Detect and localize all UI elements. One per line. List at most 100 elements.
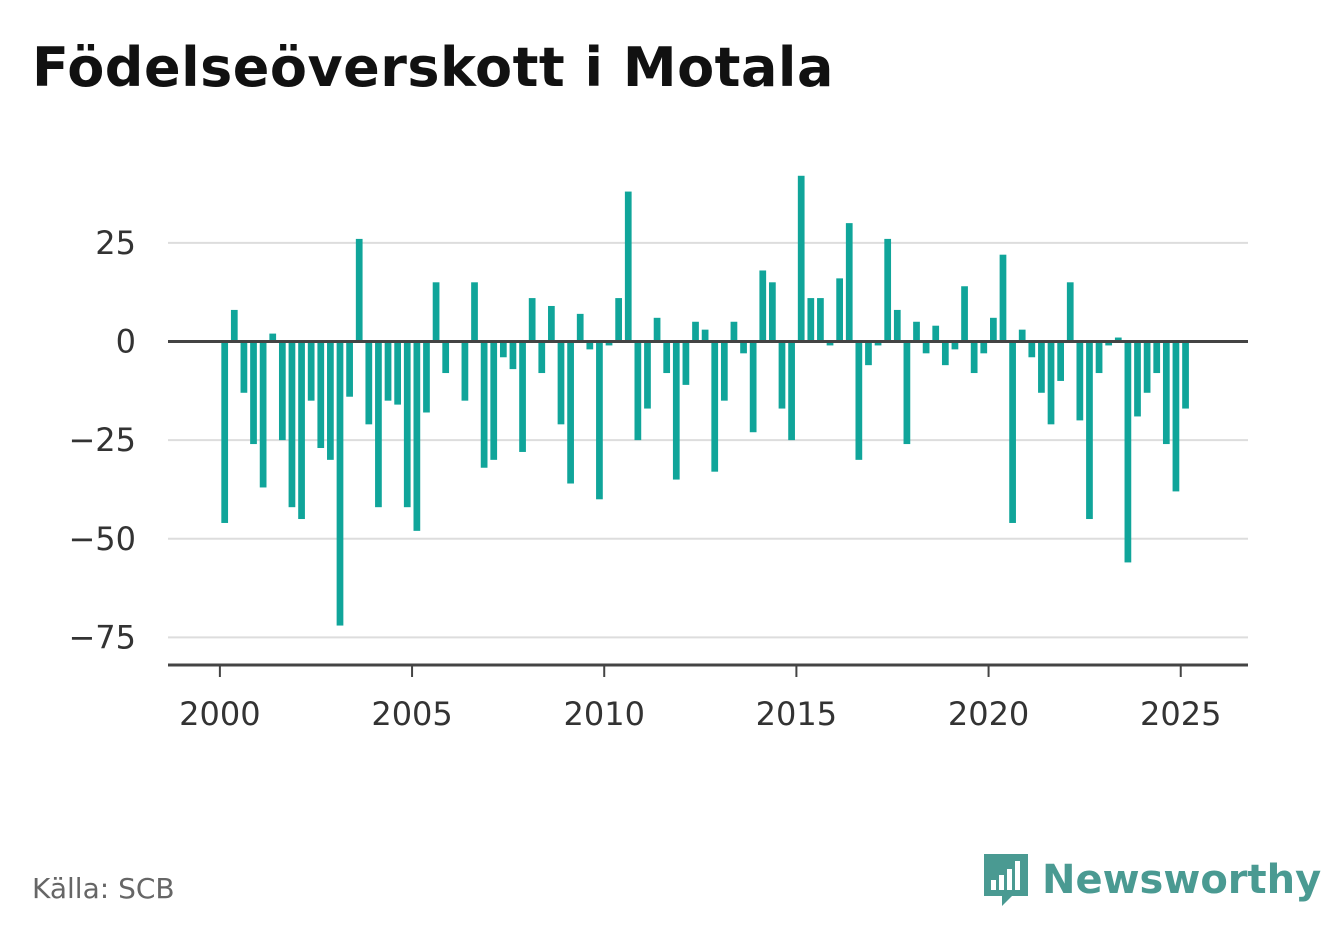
- bar: [663, 341, 671, 374]
- bar: [1172, 341, 1180, 492]
- y-tick-label: −50: [68, 520, 136, 558]
- bar: [817, 298, 824, 342]
- brand-logo[interactable]: Newsworthy: [980, 850, 1321, 910]
- bar: [528, 298, 536, 342]
- bar: [961, 286, 968, 342]
- bar: [874, 341, 882, 346]
- bar: [1095, 341, 1103, 374]
- bar: [759, 270, 767, 342]
- bar: [845, 223, 853, 342]
- x-tick-label: 2005: [371, 695, 452, 733]
- bar: [807, 298, 815, 342]
- bar: [1038, 341, 1045, 393]
- bar: [711, 341, 719, 472]
- bar: [442, 341, 450, 374]
- bar: [230, 309, 238, 342]
- x-tick-label: 2020: [948, 695, 1029, 733]
- bar: [384, 341, 392, 401]
- source-note: Källa: SCB: [32, 872, 175, 905]
- bar: [701, 329, 709, 342]
- bar: [1018, 329, 1026, 342]
- bar: [922, 341, 930, 354]
- bar: [317, 341, 325, 449]
- bar: [865, 341, 872, 366]
- x-tick-label: 2015: [756, 695, 837, 733]
- bar: [749, 341, 757, 433]
- bar: [913, 321, 920, 342]
- bar: [471, 282, 478, 342]
- bar: [461, 341, 469, 401]
- bar: [1124, 341, 1132, 563]
- brand-name: Newsworthy: [1042, 857, 1322, 903]
- bar: [692, 321, 699, 342]
- bar: [1153, 341, 1161, 374]
- y-tick-label: 0: [116, 322, 136, 360]
- bar: [826, 341, 834, 346]
- bar: [720, 341, 728, 401]
- bar: [567, 341, 574, 484]
- bar: [1066, 282, 1074, 342]
- bar: [653, 317, 661, 342]
- bar: [327, 341, 334, 460]
- bar: [730, 321, 738, 342]
- bar: [634, 341, 642, 441]
- gridlines: [168, 241, 1248, 639]
- bar: [298, 341, 305, 520]
- y-tick-label: −25: [68, 421, 136, 459]
- bar: [1114, 337, 1122, 342]
- bar: [970, 341, 978, 374]
- bar: [740, 341, 747, 354]
- bar: [432, 282, 440, 342]
- axes: [168, 339, 1248, 677]
- bar: [423, 341, 430, 413]
- bar: [1076, 341, 1084, 421]
- bar: [884, 238, 892, 342]
- bar: [240, 341, 248, 393]
- bar: [576, 313, 584, 342]
- bar: [1057, 341, 1064, 381]
- bar: [797, 175, 805, 342]
- bar: [375, 341, 382, 508]
- x-tick-label: 2025: [1140, 695, 1221, 733]
- bar: [893, 309, 901, 342]
- bar: [1162, 341, 1170, 445]
- chart-speech-bubble-icon: [984, 854, 1028, 906]
- bar: [336, 341, 344, 626]
- bar: [519, 341, 526, 452]
- bar: [1047, 341, 1055, 425]
- bar: [278, 341, 286, 441]
- bar: [990, 317, 997, 342]
- bar: [538, 341, 546, 374]
- bar: [1086, 341, 1093, 520]
- bar: [980, 341, 988, 354]
- bar: [644, 341, 651, 409]
- bar: [1009, 341, 1016, 523]
- chart-title: Födelseöverskott i Motala: [32, 36, 834, 99]
- bar: [1182, 341, 1189, 409]
- bar: [999, 254, 1007, 342]
- bar: [557, 341, 565, 425]
- bar: [682, 341, 690, 385]
- bar: [394, 341, 402, 405]
- bar: [346, 341, 353, 397]
- bar: [778, 341, 786, 409]
- bar: [413, 341, 421, 531]
- bar: [788, 341, 795, 441]
- bar: [624, 191, 632, 342]
- bar: [499, 341, 507, 358]
- bar: [1028, 341, 1036, 358]
- bar: [365, 341, 373, 425]
- bar: [672, 341, 680, 480]
- bar: [1105, 341, 1113, 346]
- bar: [548, 305, 555, 342]
- bar: [605, 341, 613, 346]
- bar: [951, 341, 959, 350]
- bar: [586, 341, 594, 350]
- bar: [250, 341, 257, 445]
- bar: [615, 298, 623, 342]
- bar: [221, 341, 229, 523]
- bars: [221, 175, 1189, 626]
- bar: [288, 341, 296, 508]
- bar: [355, 238, 363, 342]
- bar: [509, 341, 517, 370]
